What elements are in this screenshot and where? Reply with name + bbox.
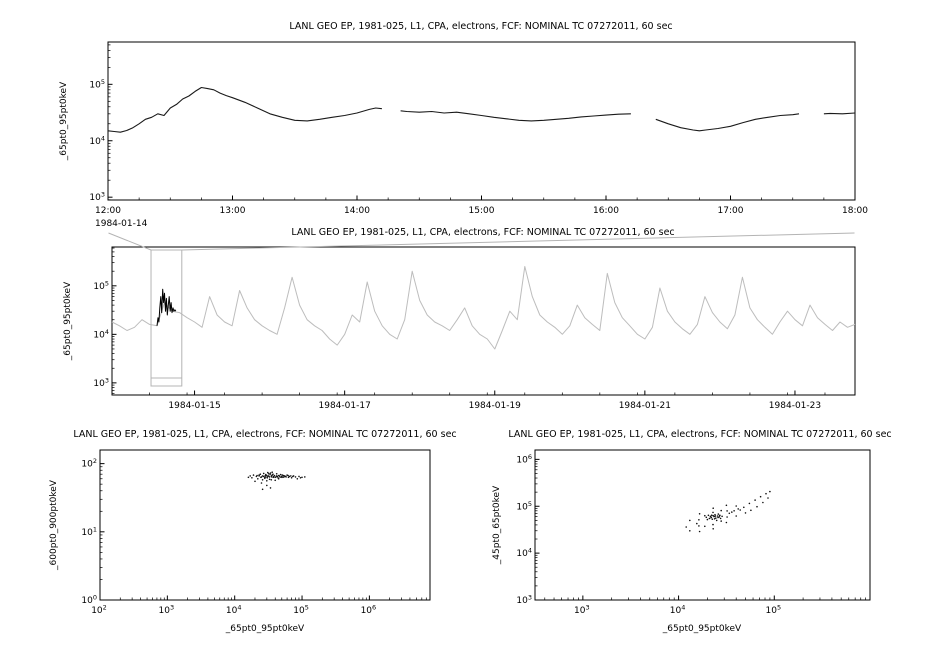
svg-text:103: 103 <box>89 191 105 204</box>
svg-text:102: 102 <box>81 457 97 470</box>
svg-text:104: 104 <box>93 328 109 341</box>
svg-text:12:00: 12:00 <box>95 206 121 216</box>
svg-text:103: 103 <box>516 594 532 607</box>
svg-text:15:00: 15:00 <box>469 206 495 216</box>
svg-text:105: 105 <box>765 604 781 617</box>
panel4-title: LANL GEO EP, 1981-025, L1, CPA, electron… <box>508 429 892 440</box>
svg-text:104: 104 <box>89 134 105 147</box>
svg-text:104: 104 <box>226 604 242 617</box>
panel3-title: LANL GEO EP, 1981-025, L1, CPA, electron… <box>73 429 457 440</box>
svg-text:103: 103 <box>93 376 109 389</box>
svg-text:1984-01-21: 1984-01-21 <box>619 401 671 411</box>
panel1-y-axis-label: _65pt0_95pt0keV <box>59 81 69 161</box>
svg-text:102: 102 <box>91 604 107 617</box>
panel2-title: LANL GEO EP, 1981-025, L1, CPA, electron… <box>291 227 675 238</box>
svg-text:13:00: 13:00 <box>220 206 246 216</box>
svg-text:104: 104 <box>516 547 532 560</box>
panel2-y-axis-label: _65pt0_95pt0keV <box>63 281 73 361</box>
svg-text:105: 105 <box>516 500 532 513</box>
svg-text:106: 106 <box>361 604 377 617</box>
svg-text:103: 103 <box>574 604 590 617</box>
panel1-title: LANL GEO EP, 1981-025, L1, CPA, electron… <box>289 21 673 32</box>
svg-text:14:00: 14:00 <box>344 206 370 216</box>
svg-text:103: 103 <box>159 604 175 617</box>
svg-text:105: 105 <box>93 279 109 292</box>
svg-text:17:00: 17:00 <box>718 206 744 216</box>
svg-text:18:00: 18:00 <box>842 206 868 216</box>
svg-text:16:00: 16:00 <box>593 206 619 216</box>
svg-text:100: 100 <box>81 594 97 607</box>
panel1-date-label: 1984-01-14 <box>95 219 148 229</box>
svg-text:1984-01-23: 1984-01-23 <box>769 401 821 411</box>
svg-text:105: 105 <box>293 604 309 617</box>
svg-text:104: 104 <box>670 604 686 617</box>
svg-text:105: 105 <box>89 78 105 91</box>
svg-text:1984-01-15: 1984-01-15 <box>168 401 220 411</box>
panel4-y-axis-label: _45pt0_65pt0keV <box>492 485 502 565</box>
svg-text:106: 106 <box>516 453 532 466</box>
panel4-x-axis-label: _65pt0_95pt0keV <box>662 624 742 634</box>
panel3-y-axis-label: _600pt0_900pt0keV <box>49 480 59 570</box>
svg-text:101: 101 <box>81 525 97 538</box>
panel3-x-axis-label: _65pt0_95pt0keV <box>225 624 305 634</box>
svg-text:1984-01-17: 1984-01-17 <box>319 401 371 411</box>
svg-text:1984-01-19: 1984-01-19 <box>469 401 522 411</box>
